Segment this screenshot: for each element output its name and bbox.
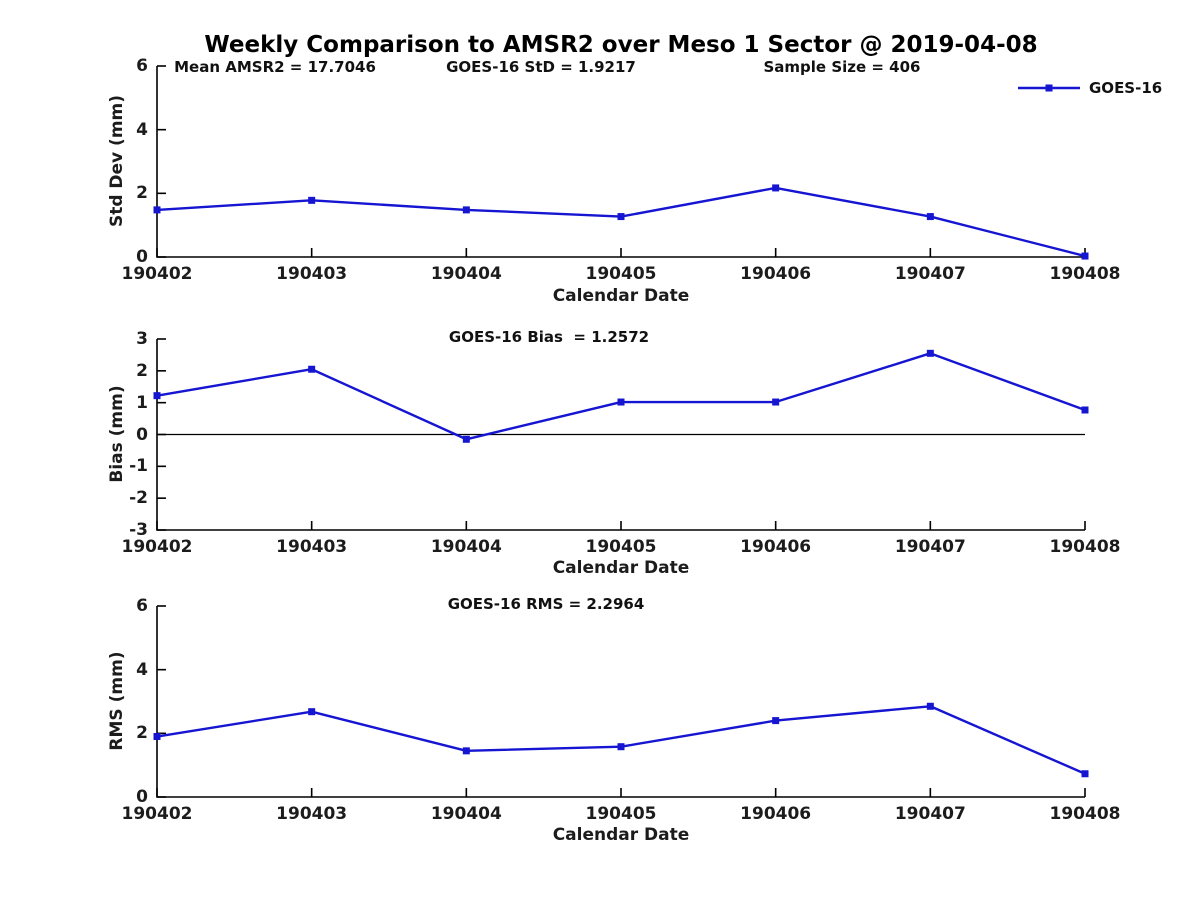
annotation-mean-amsr2: Mean AMSR2 = 17.7046: [174, 58, 376, 76]
goes16-line: [156, 705, 1086, 775]
y-tick-label: -1: [129, 456, 148, 477]
x-tick-label: 190405: [585, 264, 657, 284]
rms-plot: [153, 605, 1089, 798]
y-tick-label: 2: [136, 723, 148, 744]
data-point-marker: [926, 702, 934, 710]
x-tick-label: 190406: [740, 804, 812, 824]
data-point-marker: [926, 213, 934, 221]
data-point-marker: [1081, 770, 1089, 778]
x-tick-label: 190402: [121, 264, 193, 284]
x-tick-label: 190404: [430, 264, 502, 284]
stddev-plot: [153, 65, 1089, 260]
y-tick-label: 1: [136, 392, 148, 413]
y-tick-label: 0: [136, 247, 148, 267]
data-point-marker: [772, 398, 780, 406]
data-point-marker: [926, 349, 934, 357]
data-point-marker: [308, 708, 316, 716]
axes-frame: [156, 606, 1085, 798]
bias-x-axis-label: Calendar Date: [552, 558, 690, 578]
goes16-line: [156, 186, 1086, 258]
x-tick-label: 190403: [276, 537, 348, 557]
x-tick-label: 190405: [585, 804, 657, 824]
data-point-marker: [153, 733, 161, 741]
data-point-marker: [617, 213, 625, 221]
y-tick-label: -2: [129, 488, 148, 509]
x-tick-label: 190402: [121, 804, 193, 824]
y-tick-label: 6: [136, 56, 148, 76]
stddev-y-axis-label: Std Dev (mm): [107, 94, 127, 228]
annotation-goes16-rms: GOES-16 RMS = 2.2964: [447, 595, 645, 613]
goes16-line: [156, 352, 1086, 441]
data-point-marker: [308, 365, 316, 373]
annotation-goes16-bias: GOES-16 Bias = 1.2572: [448, 328, 650, 346]
y-tick-label: 0: [136, 787, 148, 807]
x-tick-label: 190402: [121, 537, 193, 557]
data-point-marker: [1081, 252, 1089, 260]
y-tick-label: 2: [136, 360, 148, 381]
y-tick-label: -3: [129, 520, 148, 540]
legend-line-icon: [1018, 84, 1080, 92]
data-point-marker: [308, 196, 316, 204]
y-tick-label: 0: [136, 424, 148, 445]
x-tick-label: 190406: [740, 537, 812, 557]
y-tick-label: 3: [136, 329, 148, 349]
data-point-marker: [462, 747, 470, 755]
x-tick-label: 190404: [430, 804, 502, 824]
data-point-marker: [462, 435, 470, 443]
data-point-marker: [462, 206, 470, 214]
annotation-goes16-std: GOES-16 StD = 1.9217: [446, 58, 636, 76]
data-point-marker: [772, 717, 780, 725]
data-point-marker: [153, 392, 161, 400]
x-tick-label: 190408: [1049, 264, 1121, 284]
data-point-marker: [617, 398, 625, 406]
x-tick-label: 190405: [585, 537, 657, 557]
x-tick-label: 190404: [430, 537, 502, 557]
x-tick-label: 190408: [1049, 804, 1121, 824]
data-point-marker: [153, 206, 161, 214]
x-tick-label: 190403: [276, 264, 348, 284]
data-point-marker: [617, 743, 625, 751]
y-tick-label: 2: [136, 183, 148, 204]
page-title: Weekly Comparison to AMSR2 over Meso 1 S…: [204, 32, 1038, 58]
y-tick-label: 6: [136, 596, 148, 616]
y-tick-label: 4: [136, 119, 148, 140]
legend-label: GOES-16: [1089, 79, 1163, 97]
legend: GOES-16: [1018, 79, 1163, 97]
y-tick-label: 4: [136, 659, 148, 680]
x-tick-label: 190406: [740, 264, 812, 284]
data-point-marker: [1081, 406, 1089, 414]
rms-x-axis-label: Calendar Date: [552, 825, 690, 845]
axes-frame: [156, 66, 1085, 258]
x-tick-label: 190403: [276, 804, 348, 824]
stddev-x-axis-label: Calendar Date: [552, 286, 690, 306]
annotation-sample-size: Sample Size = 406: [763, 58, 921, 76]
x-tick-label: 190408: [1049, 537, 1121, 557]
data-point-marker: [772, 184, 780, 192]
bias-plot: [153, 338, 1089, 531]
x-tick-label: 190407: [894, 804, 966, 824]
x-tick-label: 190407: [894, 264, 966, 284]
x-tick-label: 190407: [894, 537, 966, 557]
